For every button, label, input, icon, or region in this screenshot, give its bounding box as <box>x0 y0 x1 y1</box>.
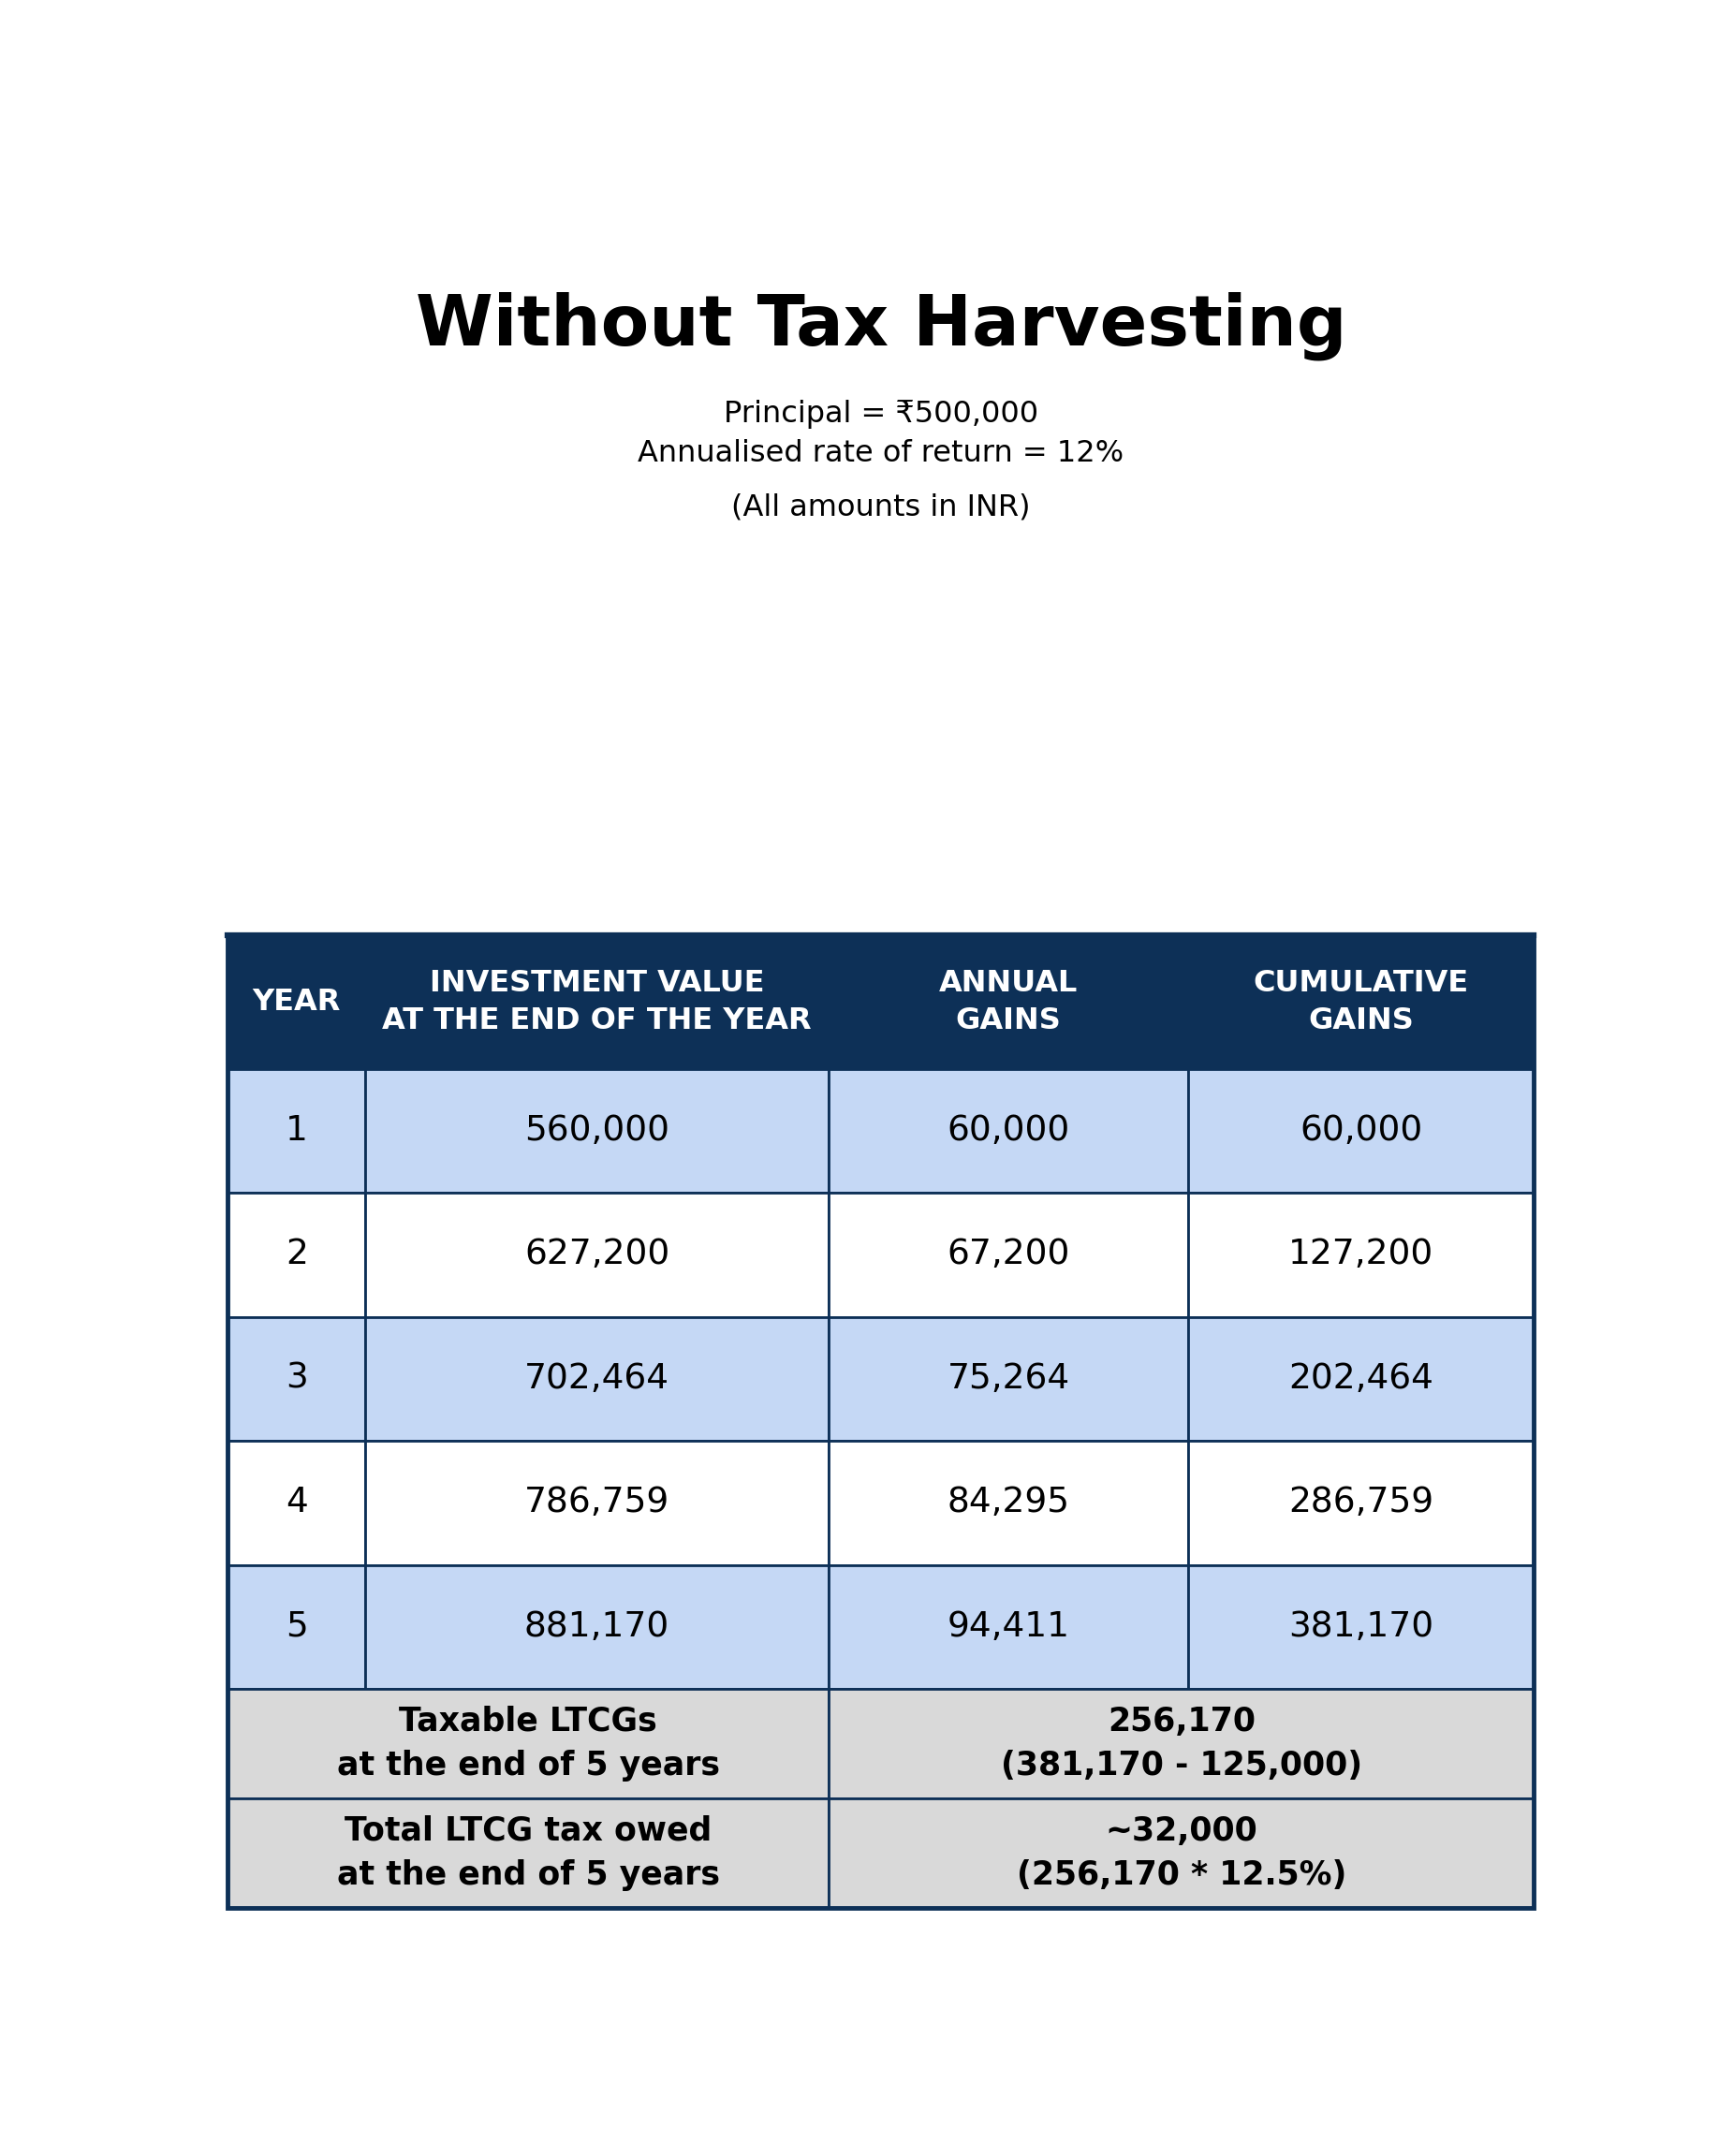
Bar <box>364 1069 829 1192</box>
Bar <box>1188 936 1533 1069</box>
Bar <box>229 1317 364 1440</box>
Bar <box>229 1192 364 1317</box>
Bar <box>229 1069 364 1192</box>
Bar <box>364 1192 829 1317</box>
Text: 75,264: 75,264 <box>947 1363 1069 1395</box>
Text: 2: 2 <box>285 1238 308 1272</box>
Text: 60,000: 60,000 <box>1300 1115 1422 1147</box>
Bar <box>829 1798 1533 1908</box>
Bar <box>1188 1069 1533 1192</box>
Bar <box>829 1317 1188 1440</box>
Text: 702,464: 702,464 <box>524 1363 669 1395</box>
Bar <box>829 1688 1533 1798</box>
Text: 560,000: 560,000 <box>524 1115 669 1147</box>
Text: YEAR: YEAR <box>253 987 340 1018</box>
Text: 202,464: 202,464 <box>1289 1363 1434 1395</box>
Text: 3: 3 <box>285 1363 308 1395</box>
Text: 786,759: 786,759 <box>524 1485 670 1520</box>
Text: Taxable LTCGs
at the end of 5 years: Taxable LTCGs at the end of 5 years <box>337 1705 720 1781</box>
Text: 5: 5 <box>285 1611 308 1643</box>
Bar <box>364 936 829 1069</box>
Text: 4: 4 <box>285 1485 308 1520</box>
Text: 256,170
(381,170 - 125,000): 256,170 (381,170 - 125,000) <box>1000 1705 1361 1781</box>
Bar <box>364 1440 829 1565</box>
Bar <box>1188 1192 1533 1317</box>
Text: INVESTMENT VALUE
AT THE END OF THE YEAR: INVESTMENT VALUE AT THE END OF THE YEAR <box>382 968 811 1035</box>
Text: Without Tax Harvesting: Without Tax Harvesting <box>416 291 1346 360</box>
Bar <box>829 936 1188 1069</box>
Text: Total LTCG tax owed
at the end of 5 years: Total LTCG tax owed at the end of 5 year… <box>337 1815 720 1891</box>
Bar <box>229 1688 829 1798</box>
Bar <box>364 1565 829 1688</box>
Bar <box>229 1440 364 1565</box>
Text: 127,200: 127,200 <box>1288 1238 1434 1272</box>
Bar <box>1188 1565 1533 1688</box>
Text: 94,411: 94,411 <box>947 1611 1069 1643</box>
Text: ~32,000
(256,170 * 12.5%): ~32,000 (256,170 * 12.5%) <box>1016 1815 1346 1891</box>
Bar <box>229 1565 364 1688</box>
Text: 60,000: 60,000 <box>947 1115 1069 1147</box>
Text: 286,759: 286,759 <box>1288 1485 1434 1520</box>
Text: 627,200: 627,200 <box>524 1238 670 1272</box>
Text: Annualised rate of return = 12%: Annualised rate of return = 12% <box>638 440 1124 468</box>
Bar <box>229 936 1533 1908</box>
Text: 381,170: 381,170 <box>1288 1611 1434 1643</box>
Text: (All amounts in INR): (All amounts in INR) <box>731 494 1031 522</box>
Text: 84,295: 84,295 <box>947 1485 1069 1520</box>
Text: 881,170: 881,170 <box>524 1611 670 1643</box>
Bar <box>1188 1317 1533 1440</box>
Bar <box>229 1798 829 1908</box>
Bar <box>829 1069 1188 1192</box>
Text: CUMULATIVE
GAINS: CUMULATIVE GAINS <box>1253 968 1468 1035</box>
Text: Principal = ₹500,000: Principal = ₹500,000 <box>724 399 1038 429</box>
Bar <box>829 1192 1188 1317</box>
Bar <box>364 1317 829 1440</box>
Text: ANNUAL
GAINS: ANNUAL GAINS <box>939 968 1078 1035</box>
Text: 67,200: 67,200 <box>947 1238 1069 1272</box>
Bar <box>1188 1440 1533 1565</box>
Text: 1: 1 <box>285 1115 308 1147</box>
Bar <box>829 1440 1188 1565</box>
Bar <box>229 936 364 1069</box>
Bar <box>829 1565 1188 1688</box>
